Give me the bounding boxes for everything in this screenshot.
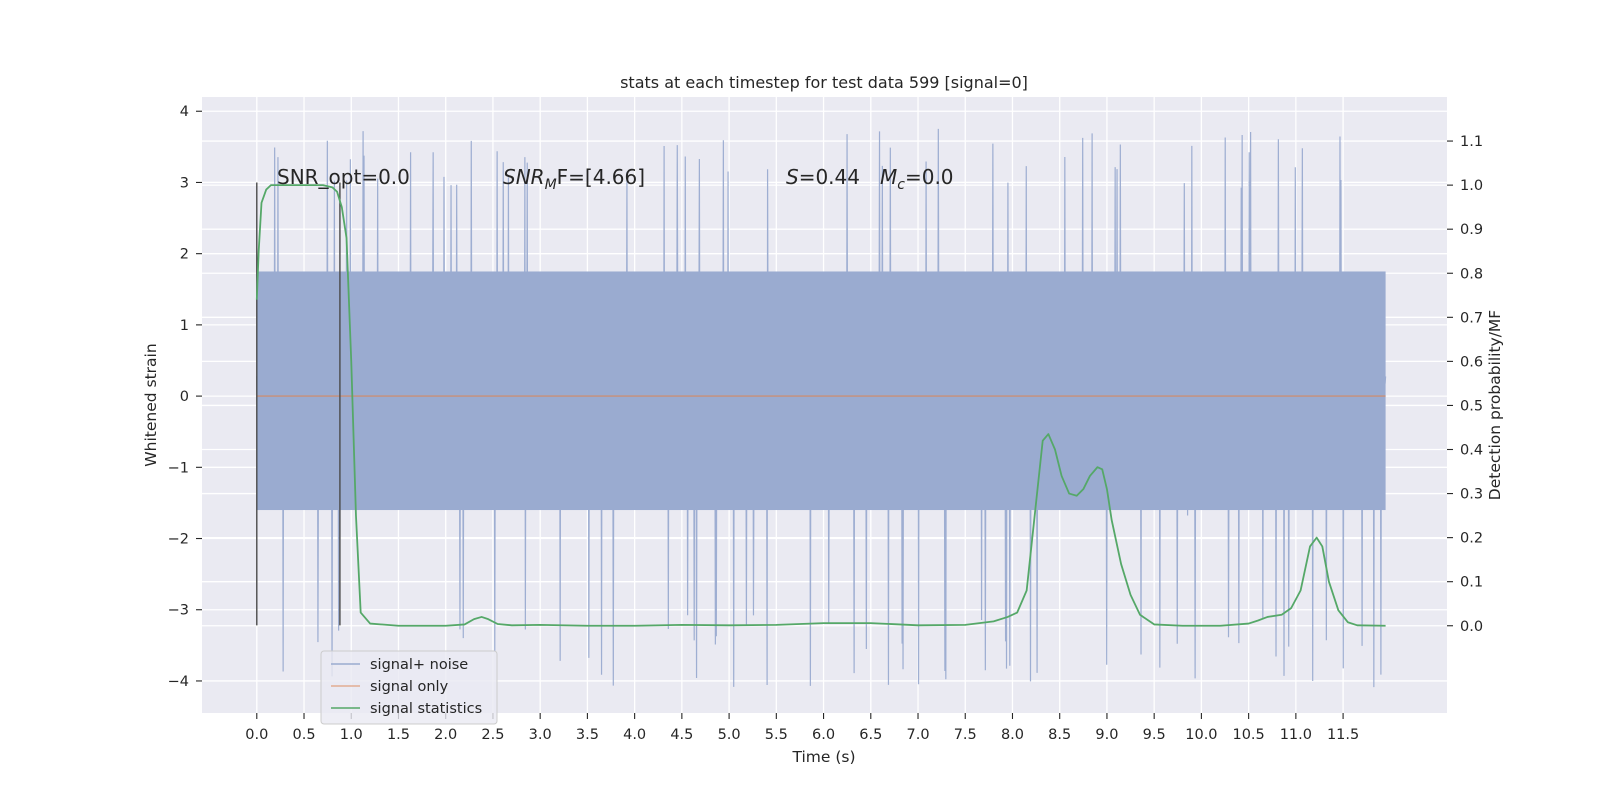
x-tick-label: 2.5: [481, 727, 504, 743]
y-tick-label-right: 0.1: [1460, 575, 1483, 591]
annotation-mc-value: =0.0: [905, 165, 954, 189]
y-tick-label-left: 4: [180, 104, 189, 120]
x-tick-label: 6.0: [812, 727, 835, 743]
y-tick-label-right: 0.5: [1460, 398, 1483, 414]
x-tick-label: 9.5: [1143, 727, 1166, 743]
y-tick-label-right: 0.7: [1460, 310, 1483, 326]
annotation-mc-sub: c: [897, 177, 905, 193]
y-tick-label-left: 3: [180, 175, 189, 191]
x-tick-label: 5.5: [765, 727, 788, 743]
y-tick-label-left: −3: [168, 603, 189, 619]
x-tick-labels: 0.0 0.5 1.0 1.5 2.0 2.5 3.0 3.5 4.0 4.5 5.0 5.5 6.0 6…: [245, 713, 1359, 743]
x-tick-label: 2.0: [434, 727, 457, 743]
y-tick-label-left: 1: [180, 318, 189, 334]
y-tick-label-left: 0: [180, 389, 189, 405]
x-tick-label: 1.0: [340, 727, 363, 743]
x-tick-label: 7.0: [906, 727, 929, 743]
y-tick-label-right: 0.2: [1460, 531, 1483, 547]
y-tick-label-left: −1: [168, 460, 189, 476]
annotation-snr-mf-sub: M: [545, 177, 557, 193]
annotation-s: S=0.44: [786, 165, 860, 189]
x-tick-label: 7.5: [954, 727, 977, 743]
y-tick-label-left: 2: [180, 247, 189, 263]
series-signal-statistics: [255, 184, 1386, 627]
x-tick-label: 10.5: [1232, 727, 1264, 743]
y-tick-label-right: 0.3: [1460, 487, 1483, 503]
x-tick-label: 0.5: [292, 727, 315, 743]
annotation-s-value: =0.44: [799, 165, 860, 189]
x-tick-label: 3.0: [529, 727, 552, 743]
y-axis-label-left: Whitened strain: [142, 343, 160, 466]
x-tick-label: 1.5: [387, 727, 410, 743]
x-tick-label: 8.5: [1048, 727, 1071, 743]
annotation-snr-mf-main: SNR: [503, 165, 545, 189]
signal-plus-noise-core: [256, 271, 1386, 511]
y-tick-label-right: 1.0: [1460, 178, 1483, 194]
legend: signal+ noise signal only signal statist…: [320, 650, 498, 725]
vertical-markers: [256, 182, 341, 626]
y-tick-label-right: 0.6: [1460, 354, 1483, 370]
x-tick-label: 4.0: [623, 727, 646, 743]
y-tick-label-right: 0.9: [1460, 222, 1483, 238]
x-axis-label: Time (s): [791, 748, 855, 766]
y-tick-label-right: 0.8: [1460, 266, 1483, 282]
y-tick-label-left: −4: [168, 674, 189, 690]
y-tick-label-right: 0.0: [1460, 619, 1483, 635]
x-tick-label: 4.5: [670, 727, 693, 743]
annotation-snr-mf: SNRMF=[4.66]: [503, 165, 645, 193]
annotation-snr-opt: SNR_opt=0.0: [277, 165, 410, 189]
signal-statistics-line: [255, 184, 1386, 627]
x-tick-label: 5.0: [718, 727, 741, 743]
x-tick-label: 0.0: [245, 727, 268, 743]
legend-box: [320, 650, 498, 725]
annotation-mc: Mc=0.0: [880, 165, 954, 193]
series-signal-plus-noise: [256, 128, 1387, 688]
legend-label-signal-statistics: signal statistics: [370, 701, 482, 717]
x-tick-label: 6.5: [859, 727, 882, 743]
y-tick-label-left: −2: [168, 532, 189, 548]
annotation-mc-main: M: [880, 165, 897, 189]
y-tick-labels-left: 4 3 2 1 0 −1 −2 −3 −4: [168, 104, 202, 690]
x-tick-label: 9.0: [1095, 727, 1118, 743]
x-tick-label: 8.0: [1001, 727, 1024, 743]
chart-title: stats at each timestep for test data 599…: [620, 73, 1028, 92]
x-tick-label: 3.5: [576, 727, 599, 743]
annotation-s-main: S: [786, 165, 799, 189]
y-axis-label-right: Detection probability/MF: [1486, 310, 1504, 501]
legend-label-signal-plus-noise: signal+ noise: [370, 657, 468, 673]
annotation-snr-mf-rest: F=[4.66]: [557, 165, 645, 189]
y-tick-label-right: 0.4: [1460, 443, 1483, 459]
y-tick-labels-right: 1.1 1.0 0.9 0.8 0.7 0.6 0.5 0.4 0.3 0.2 0.1 0.0: [1447, 134, 1483, 635]
x-tick-label: 11.5: [1327, 727, 1359, 743]
x-tick-label: 10.0: [1185, 727, 1217, 743]
x-tick-label: 11.0: [1280, 727, 1312, 743]
y-tick-label-right: 1.1: [1460, 134, 1483, 150]
legend-label-signal-only: signal only: [370, 679, 449, 695]
